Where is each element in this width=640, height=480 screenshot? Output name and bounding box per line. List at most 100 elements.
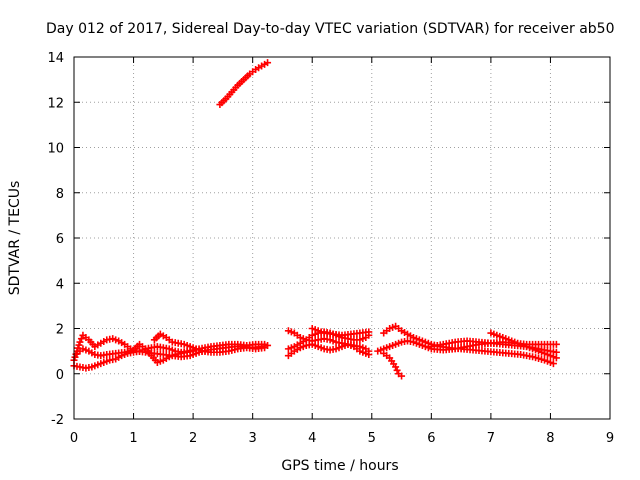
data-point-fill — [383, 344, 391, 352]
x-tick-label: 9 — [606, 431, 614, 446]
data-point-fill — [389, 323, 397, 331]
data-point-fill — [549, 340, 557, 348]
y-tick-label: 14 — [47, 51, 64, 66]
data-point-fill — [75, 341, 83, 349]
data-point-fill — [76, 347, 84, 355]
data-point-fill — [255, 64, 263, 72]
data-point-fill — [329, 345, 337, 353]
data-point-fill — [156, 357, 164, 365]
y-tick-label: 8 — [56, 187, 64, 202]
data-point-fill — [180, 349, 188, 357]
y-axis-label: SDTVAR / TECUs — [7, 181, 23, 296]
data-point-fill — [220, 97, 228, 105]
data-point-fill — [94, 341, 102, 349]
x-tick-label: 5 — [368, 431, 376, 446]
data-point-fill — [353, 336, 361, 344]
data-point-fill — [543, 340, 551, 348]
data-point-fill — [106, 335, 114, 343]
data-point-fill — [546, 358, 554, 366]
data-point-fill — [82, 334, 90, 342]
data-point-fill — [389, 341, 397, 349]
y-tick-label: 10 — [47, 142, 64, 157]
data-point-fill — [326, 330, 334, 338]
x-tick-label: 7 — [487, 431, 495, 446]
data-point-fill — [514, 350, 522, 358]
data-point-fill — [412, 339, 420, 347]
data-point-fill — [526, 352, 534, 360]
data-point-fill — [311, 326, 319, 334]
data-point-fill — [436, 341, 444, 349]
data-point-fill — [353, 329, 361, 337]
data-point-fill — [390, 360, 398, 368]
data-point-fill — [448, 339, 456, 347]
data-point-fill — [478, 347, 486, 355]
data-point-fill — [240, 344, 248, 352]
data-point-fill — [261, 60, 269, 68]
series — [73, 340, 197, 366]
data-point-fill — [213, 342, 221, 350]
data-point-fill — [189, 344, 197, 352]
data-point-fill — [287, 349, 295, 357]
data-point-fill — [195, 346, 203, 354]
series — [284, 340, 373, 360]
data-point-fill — [238, 78, 246, 86]
plot-points — [70, 59, 560, 380]
data-point-fill — [109, 350, 117, 358]
data-point-fill — [543, 351, 551, 359]
data-point-fill — [156, 343, 164, 351]
data-point-fill — [138, 343, 146, 351]
data-point-fill — [395, 339, 403, 347]
data-point-fill — [293, 331, 301, 339]
data-point-fill — [249, 344, 257, 352]
data-point-fill — [73, 362, 81, 370]
data-point-fill — [362, 328, 370, 336]
data-point-fill — [183, 341, 191, 349]
data-point-fill — [127, 347, 135, 355]
data-point-fill — [177, 340, 185, 348]
data-point-fill — [341, 341, 349, 349]
series — [308, 325, 373, 339]
x-axis-ticks: 0 1 2 3 4 5 6 7 8 9 — [70, 57, 614, 446]
series — [427, 337, 560, 351]
data-point-fill — [484, 339, 492, 347]
data-point-fill — [383, 327, 391, 335]
data-point-fill — [82, 346, 90, 354]
data-point-fill — [145, 349, 153, 357]
data-point-fill — [329, 337, 337, 345]
data-point-fill — [520, 341, 528, 349]
data-point-fill — [317, 328, 325, 336]
data-point-fill — [317, 344, 325, 352]
data-point-fill — [496, 332, 504, 340]
y-tick-label: 12 — [47, 96, 64, 111]
data-point-fill — [395, 325, 403, 332]
y-tick-label: 2 — [56, 323, 64, 338]
data-point-fill — [299, 343, 307, 351]
y-tick-label: 0 — [56, 368, 64, 383]
data-point-fill — [401, 338, 409, 346]
data-point-fill — [249, 68, 257, 76]
series — [487, 329, 560, 362]
data-point-fill — [383, 352, 391, 360]
data-point-fill — [401, 328, 409, 336]
data-point-fill — [85, 364, 93, 372]
data-point-fill — [118, 339, 126, 347]
x-tick-label: 2 — [189, 431, 197, 446]
data-point-fill — [213, 348, 221, 356]
x-tick-label: 8 — [546, 431, 554, 446]
y-axis-ticks: -2 0 2 4 6 8 10 12 14 — [47, 51, 610, 428]
data-point-fill — [508, 337, 516, 345]
data-point-fill — [168, 352, 176, 360]
data-point-fill — [532, 346, 540, 354]
data-point-fill — [91, 362, 99, 370]
data-point-fill — [232, 84, 240, 92]
data-point-fill — [317, 335, 325, 343]
data-point-fill — [112, 336, 120, 344]
data-point-fill — [490, 348, 498, 356]
data-point-fill — [88, 349, 96, 357]
data-point-fill — [406, 338, 414, 346]
data-point-fill — [100, 338, 108, 346]
data-point-fill — [151, 356, 159, 364]
data-point-fill — [231, 346, 239, 354]
data-point-fill — [258, 344, 266, 352]
series — [150, 330, 269, 356]
